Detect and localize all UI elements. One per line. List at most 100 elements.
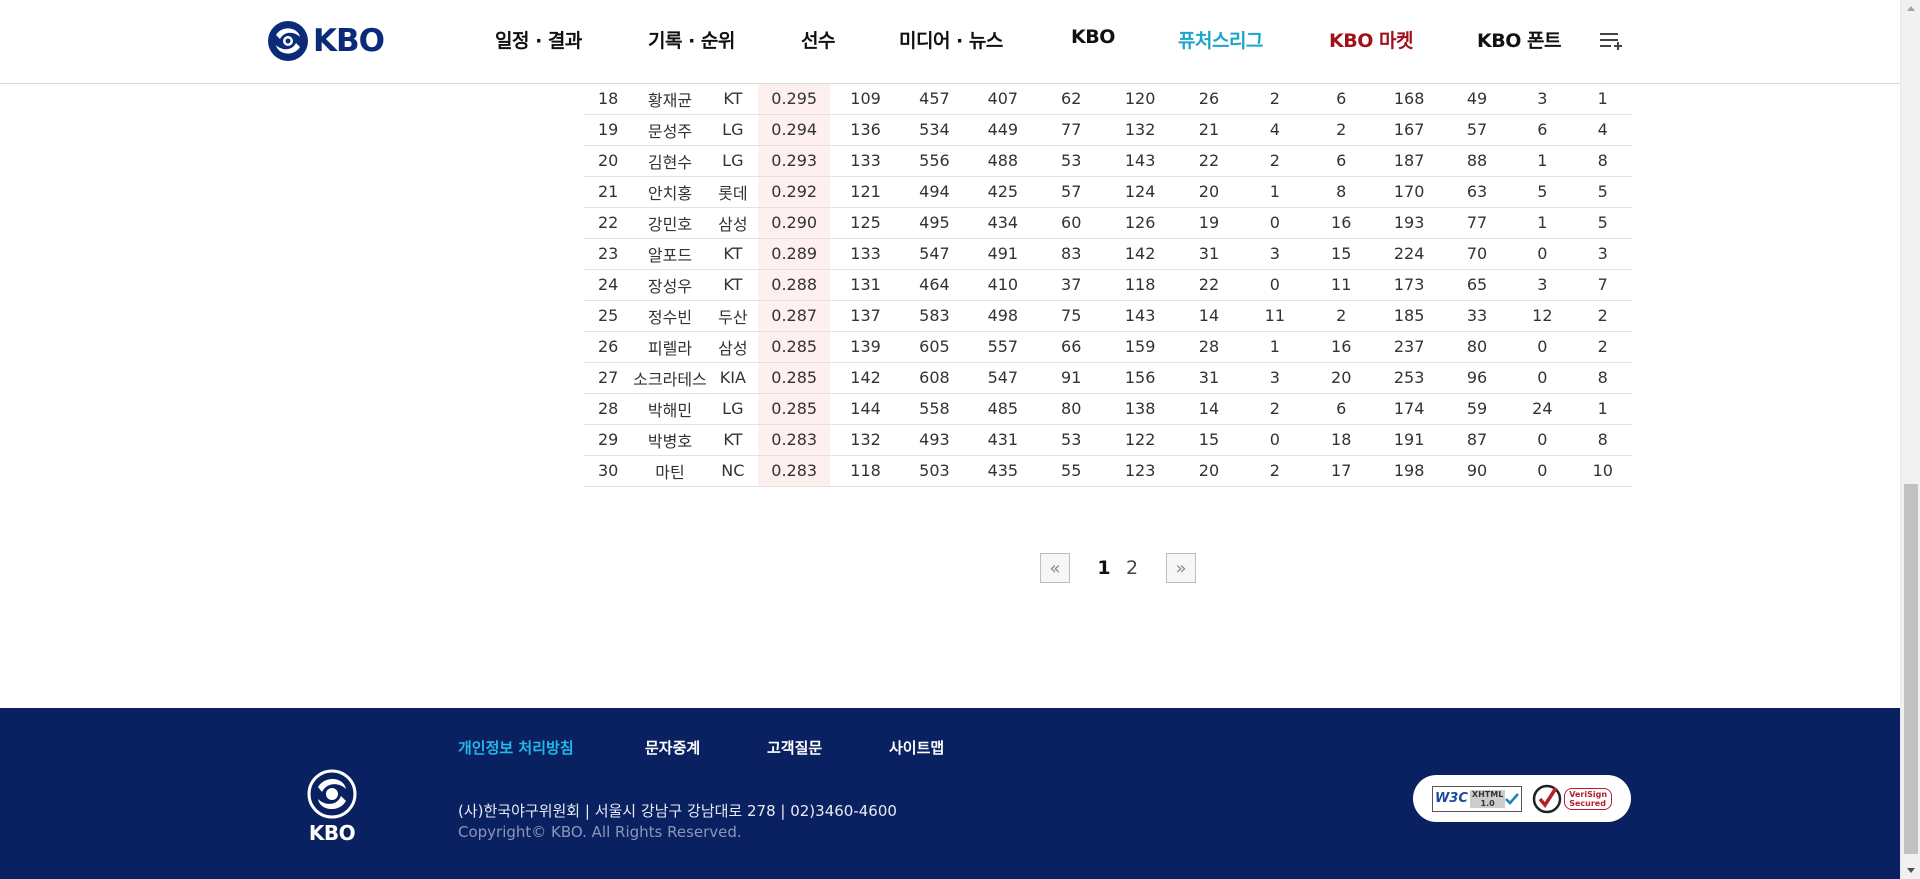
footer-link-text-broadcast[interactable]: 문자중계 xyxy=(645,739,701,757)
cell-avg: 0.283 xyxy=(757,424,831,456)
cell-ab: 449 xyxy=(968,114,1038,146)
scroll-down-arrow-icon[interactable] xyxy=(1901,862,1920,879)
cell-sf: 2 xyxy=(1573,331,1632,363)
cell-ab: 407 xyxy=(968,84,1038,115)
table-row: 27 소크라테스 KIA 0.285 142 608 547 91 156 31 3 20 253 96 0… xyxy=(584,362,1632,394)
footer-link-privacy-policy[interactable]: 개인정보 처리방침 xyxy=(458,739,574,757)
cell-sac: 24 xyxy=(1511,393,1574,425)
cell-rank: 23 xyxy=(584,238,633,270)
cell-b3: 1 xyxy=(1242,176,1308,208)
batting-records-table: 18 황재균 KT 0.295 109 457 407 62 120 26 2 6 168 49 3 1 19 문… xyxy=(584,84,1632,487)
cell-tb: 168 xyxy=(1375,84,1443,115)
cell-team: KT xyxy=(707,424,758,456)
pagination-page-1[interactable]: 1 xyxy=(1097,557,1111,579)
cell-h: 122 xyxy=(1104,424,1176,456)
cell-sac: 1 xyxy=(1511,207,1574,239)
cell-ab: 435 xyxy=(968,455,1038,487)
nav-kbo-market[interactable]: KBO 마켓 xyxy=(1329,30,1413,52)
table-row: 19 문성주 LG 0.294 136 534 449 77 132 21 4 2 167 57 6 4 xyxy=(584,114,1632,146)
nav-media-news[interactable]: 미디어 · 뉴스 xyxy=(899,30,1003,52)
cell-b3: 2 xyxy=(1242,455,1308,487)
nav-players[interactable]: 선수 xyxy=(801,30,835,52)
checkmark-icon xyxy=(1505,792,1520,805)
cell-h: 143 xyxy=(1104,300,1176,332)
batting-records-body: 18 황재균 KT 0.295 109 457 407 62 120 26 2 6 168 49 3 1 19 문… xyxy=(584,84,1632,487)
cell-rank: 29 xyxy=(584,424,633,456)
pagination-page-2[interactable]: 2 xyxy=(1125,557,1139,579)
footer-link-customer-questions[interactable]: 고객질문 xyxy=(767,739,823,757)
cell-g: 144 xyxy=(830,393,901,425)
cell-name: 안치홍 xyxy=(632,176,708,208)
pagination-next-button[interactable]: » xyxy=(1166,553,1196,583)
cell-rbi: 33 xyxy=(1442,300,1512,332)
cell-tb: 167 xyxy=(1375,114,1443,146)
cell-avg: 0.285 xyxy=(757,362,831,394)
cell-rank: 25 xyxy=(584,300,633,332)
w3c-xhtml-badge[interactable]: W3C XHTML 1.0 xyxy=(1431,785,1523,812)
cell-h: 132 xyxy=(1104,114,1176,146)
cell-name: 알포드 xyxy=(632,238,708,270)
nav-futures-league[interactable]: 퓨처스리그 xyxy=(1178,30,1263,52)
xhtml-title: XHTML xyxy=(1471,789,1504,799)
cell-b2: 22 xyxy=(1175,145,1243,177)
cell-pa: 608 xyxy=(900,362,969,394)
cell-b2: 21 xyxy=(1175,114,1243,146)
footer-link-sitemap[interactable]: 사이트맵 xyxy=(889,739,945,757)
cell-name: 박해민 xyxy=(632,393,708,425)
cell-sac: 0 xyxy=(1511,238,1574,270)
cell-name: 피렐라 xyxy=(632,331,708,363)
page-scrollbar[interactable] xyxy=(1900,0,1920,879)
cell-name: 박병호 xyxy=(632,424,708,456)
cell-sac: 3 xyxy=(1511,269,1574,301)
table-row: 26 피렐라 삼성 0.285 139 605 557 66 159 28 1 16 237 80 0 2 xyxy=(584,331,1632,363)
cell-tb: 170 xyxy=(1375,176,1443,208)
cell-r: 80 xyxy=(1037,393,1105,425)
cell-avg: 0.292 xyxy=(757,176,831,208)
nav-records-standings[interactable]: 기록 · 순위 xyxy=(648,30,735,52)
nav-schedule-results[interactable]: 일정 · 결과 xyxy=(495,30,582,52)
cell-ab: 410 xyxy=(968,269,1038,301)
cell-rbi: 80 xyxy=(1442,331,1512,363)
cell-avg: 0.289 xyxy=(757,238,831,270)
cell-ab: 485 xyxy=(968,393,1038,425)
verisign-label: VeriSign Secured xyxy=(1564,787,1613,810)
pagination: « 1 2 » xyxy=(1040,553,1196,583)
cell-hr: 2 xyxy=(1307,300,1376,332)
cell-b3: 3 xyxy=(1242,238,1308,270)
cell-rbi: 77 xyxy=(1442,207,1512,239)
cell-b2: 20 xyxy=(1175,176,1243,208)
cell-team: LG xyxy=(707,114,758,146)
cell-rank: 18 xyxy=(584,84,633,115)
menu-list-icon[interactable] xyxy=(1600,31,1622,51)
cell-h: 118 xyxy=(1104,269,1176,301)
kbo-logo[interactable]: KBO xyxy=(266,18,385,64)
cell-ab: 491 xyxy=(968,238,1038,270)
cell-team: NC xyxy=(707,455,758,487)
cell-name: 정수빈 xyxy=(632,300,708,332)
nav-kbo-font[interactable]: KBO 폰트 xyxy=(1477,30,1561,52)
cell-rank: 22 xyxy=(584,207,633,239)
pagination-prev-button[interactable]: « xyxy=(1040,553,1070,583)
cell-h: 126 xyxy=(1104,207,1176,239)
cell-hr: 8 xyxy=(1307,176,1376,208)
cell-h: 142 xyxy=(1104,238,1176,270)
cell-name: 마틴 xyxy=(632,455,708,487)
footer-address: (사)한국야구위원회 | 서울시 강남구 강남대로 278 | 02)3460-… xyxy=(458,802,897,820)
cell-tb: 224 xyxy=(1375,238,1443,270)
cell-h: 156 xyxy=(1104,362,1176,394)
cell-b2: 14 xyxy=(1175,300,1243,332)
cell-b3: 11 xyxy=(1242,300,1308,332)
scrollbar-thumb[interactable] xyxy=(1904,484,1918,854)
cell-r: 60 xyxy=(1037,207,1105,239)
cell-name: 강민호 xyxy=(632,207,708,239)
cell-hr: 6 xyxy=(1307,145,1376,177)
cell-r: 62 xyxy=(1037,84,1105,115)
nav-kbo[interactable]: KBO xyxy=(1071,26,1115,48)
scroll-up-arrow-icon[interactable] xyxy=(1901,0,1920,17)
cell-g: 133 xyxy=(830,145,901,177)
table-row: 24 장성우 KT 0.288 131 464 410 37 118 22 0 11 173 65 3 7 xyxy=(584,269,1632,301)
cell-pa: 494 xyxy=(900,176,969,208)
cell-team: 두산 xyxy=(707,300,758,332)
verisign-badge[interactable]: VeriSign Secured xyxy=(1532,784,1613,814)
cell-sac: 5 xyxy=(1511,176,1574,208)
